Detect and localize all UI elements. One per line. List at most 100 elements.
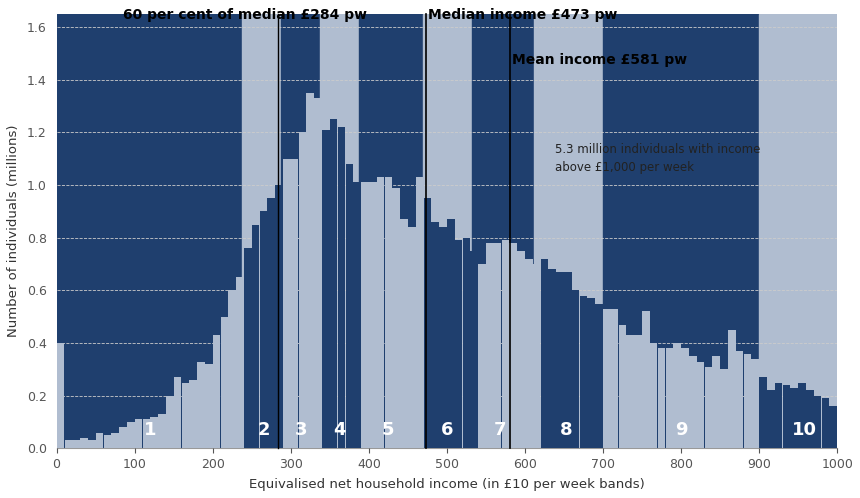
Bar [330, 120, 337, 448]
Bar [486, 243, 494, 448]
Text: 8: 8 [560, 421, 573, 439]
Bar [752, 359, 759, 448]
Bar [384, 177, 392, 448]
Bar [408, 227, 415, 448]
Text: 5.3 million individuals with income
above £1,000 per week: 5.3 million individuals with income abov… [555, 143, 760, 174]
Bar [95, 433, 103, 448]
Bar [494, 243, 501, 448]
Bar [322, 130, 329, 448]
Bar [242, 14, 280, 448]
Text: 60 per cent of median £284 pw: 60 per cent of median £284 pw [123, 8, 367, 22]
Bar [205, 364, 212, 448]
Bar [338, 127, 345, 448]
Text: Median income £473 pw: Median income £473 pw [428, 8, 617, 22]
Bar [666, 348, 673, 448]
Bar [166, 396, 174, 448]
Bar [658, 348, 666, 448]
Bar [267, 198, 275, 448]
Bar [314, 98, 322, 448]
Bar [775, 382, 783, 448]
Bar [541, 259, 548, 448]
Bar [517, 251, 525, 448]
Bar [353, 182, 361, 448]
Bar [424, 198, 431, 448]
Bar [689, 356, 697, 448]
Bar [720, 370, 728, 448]
Bar [783, 385, 790, 448]
Bar [143, 419, 150, 448]
Bar [150, 417, 158, 448]
Bar [260, 212, 267, 448]
Bar [642, 311, 649, 448]
Bar [447, 219, 455, 448]
Bar [80, 438, 88, 448]
Bar [829, 406, 837, 448]
Bar [650, 343, 658, 448]
Bar [728, 330, 735, 448]
Text: Mean income £581 pw: Mean income £581 pw [513, 53, 687, 67]
Bar [603, 309, 611, 448]
X-axis label: Equivalised net household income (in £10 per week bands): Equivalised net household income (in £10… [249, 478, 645, 491]
Bar [252, 225, 260, 448]
Bar [229, 290, 236, 448]
Bar [455, 241, 463, 448]
Bar [744, 354, 751, 448]
Bar [72, 441, 80, 448]
Bar [298, 132, 306, 448]
Bar [790, 388, 798, 448]
Bar [603, 14, 759, 448]
Bar [697, 362, 704, 448]
Bar [556, 272, 564, 448]
Bar [549, 269, 556, 448]
Bar [158, 414, 166, 448]
Bar [423, 14, 472, 448]
Bar [501, 241, 509, 448]
Bar [57, 14, 242, 448]
Bar [759, 377, 767, 448]
Bar [478, 264, 486, 448]
Bar [704, 367, 712, 448]
Bar [244, 249, 252, 448]
Bar [533, 264, 540, 448]
Bar [759, 14, 837, 448]
Bar [534, 14, 603, 448]
Bar [135, 419, 143, 448]
Bar [580, 296, 587, 448]
Bar [572, 290, 580, 448]
Y-axis label: Number of individuals (millions): Number of individuals (millions) [7, 125, 20, 338]
Bar [361, 182, 369, 448]
Bar [377, 177, 384, 448]
Bar [673, 343, 681, 448]
Bar [525, 259, 532, 448]
Text: 9: 9 [675, 421, 687, 439]
Text: 4: 4 [334, 421, 347, 439]
Bar [197, 362, 205, 448]
Bar [509, 243, 517, 448]
Text: 7: 7 [494, 421, 507, 439]
Bar [189, 380, 197, 448]
Bar [611, 309, 618, 448]
Bar [306, 93, 314, 448]
Bar [320, 14, 359, 448]
Bar [369, 182, 377, 448]
Text: 6: 6 [440, 421, 453, 439]
Bar [564, 272, 572, 448]
Bar [174, 377, 181, 448]
Bar [587, 298, 595, 448]
Bar [400, 219, 408, 448]
Text: 10: 10 [792, 421, 817, 439]
Bar [359, 14, 423, 448]
Bar [595, 304, 603, 448]
Bar [237, 277, 244, 448]
Bar [280, 14, 320, 448]
Bar [127, 422, 134, 448]
Bar [111, 433, 119, 448]
Bar [736, 351, 743, 448]
Bar [626, 335, 634, 448]
Bar [181, 382, 189, 448]
Bar [635, 335, 642, 448]
Text: 2: 2 [257, 421, 270, 439]
Bar [806, 390, 814, 448]
Bar [415, 177, 423, 448]
Bar [472, 14, 534, 448]
